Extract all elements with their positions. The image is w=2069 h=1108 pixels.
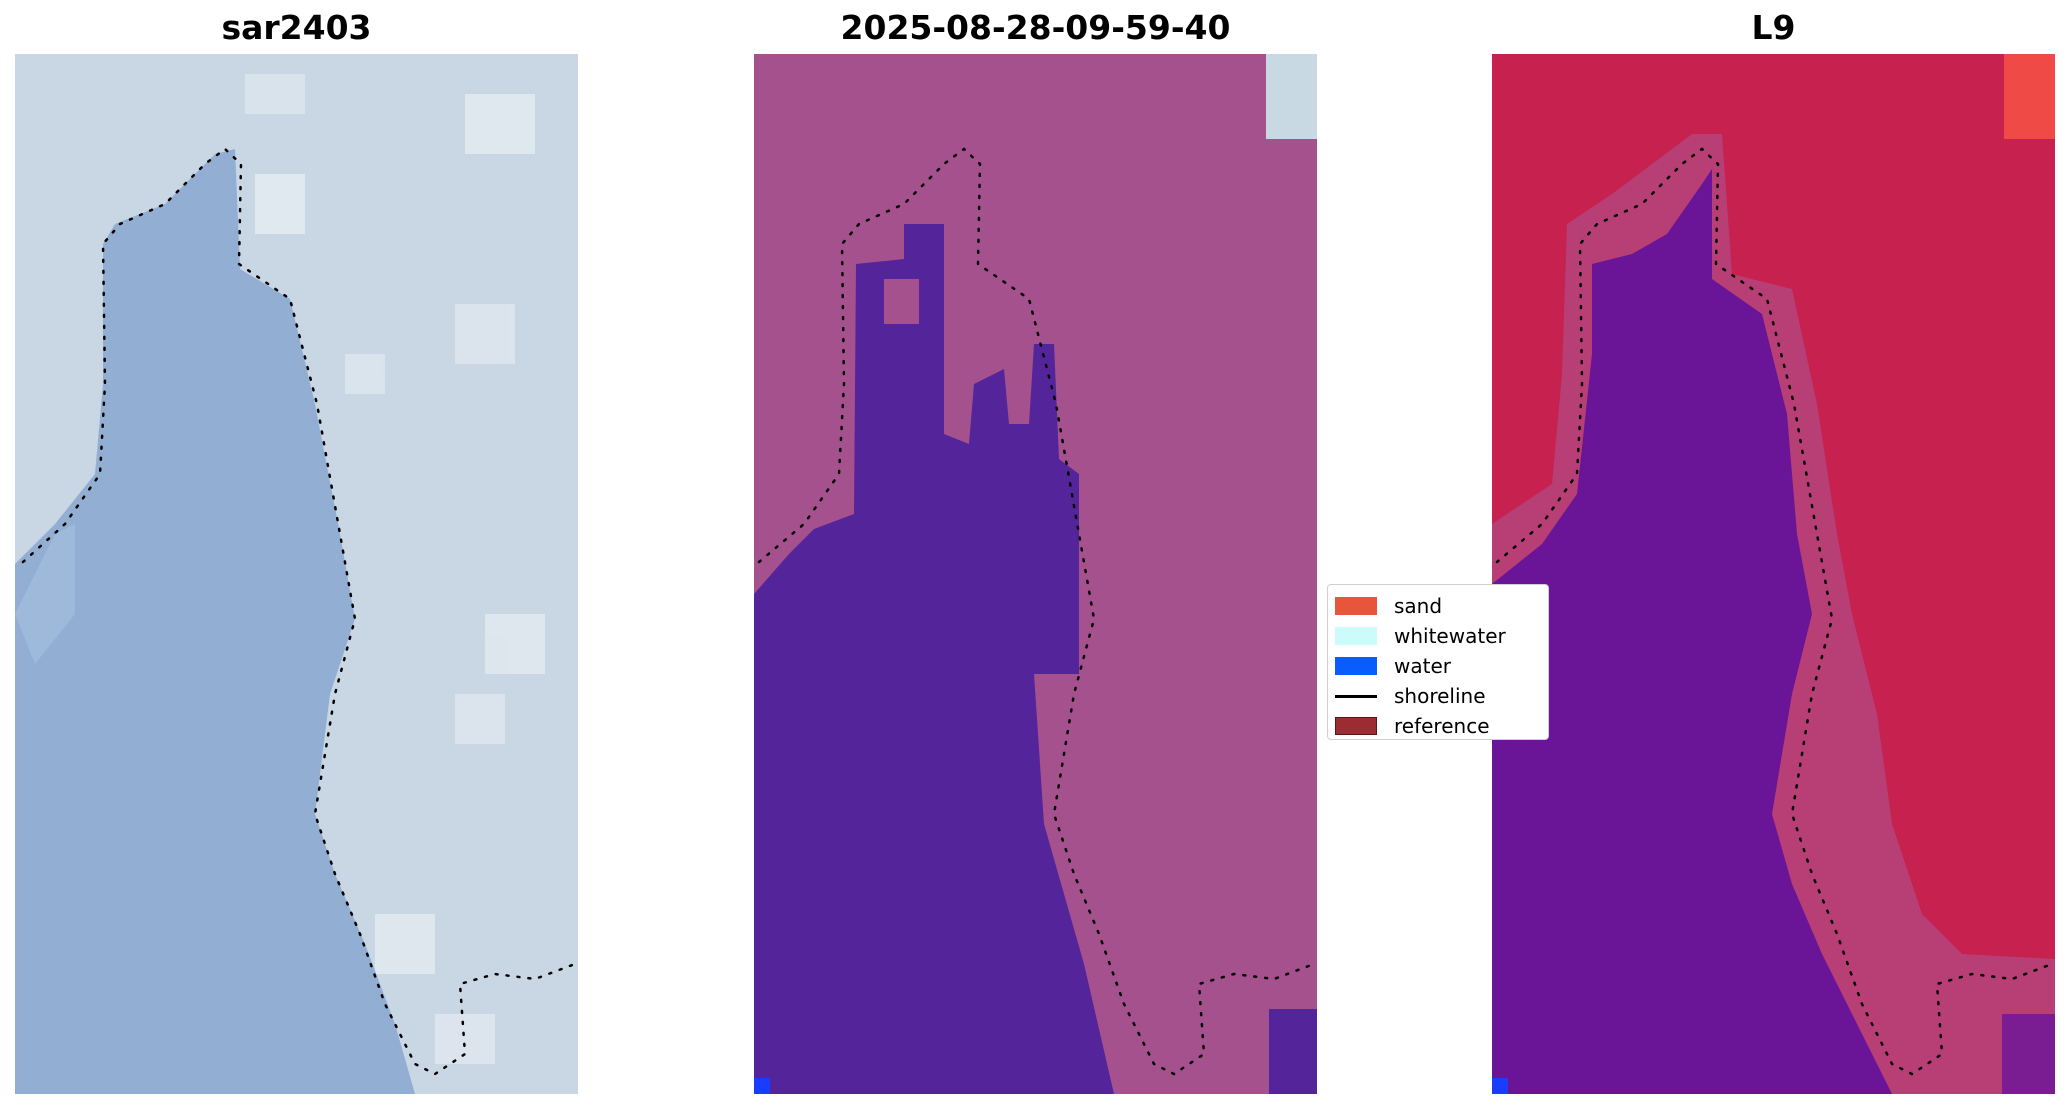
l9-image [1492,54,2055,1094]
panel-title-l9: L9 [1751,8,1796,47]
legend: sand whitewater water shoreline referenc… [1327,584,1549,740]
l9-bright-patch [2004,54,2055,139]
rgb-bright-patches [245,74,545,1064]
legend-label-water: water [1394,654,1451,678]
sand-swatch [1335,597,1377,615]
panel-title-rgb: sar2403 [221,8,372,47]
classified-whitewater-patch [1266,54,1317,139]
l9-water-area [1492,169,1892,1094]
panel-title-classified: 2025-08-28-09-59-40 [840,8,1231,47]
l9-water-corner [2002,1014,2055,1094]
shoreline-dots-rgb [21,147,577,1076]
rgb-image-panel [15,54,578,1094]
l9-image-panel [1492,54,2055,1094]
reference-swatch [1335,717,1377,735]
classified-water-corner [1269,1009,1317,1094]
classified-land-islet [884,279,919,324]
whitewater-swatch [1335,627,1377,645]
legend-label-reference: reference [1394,714,1490,738]
legend-label-shoreline: shoreline [1394,684,1486,708]
rgb-shallow-water [15,524,75,664]
rgb-water-area [15,149,415,1094]
legend-label-sand: sand [1394,594,1443,618]
rgb-image [15,54,578,1094]
shoreline-line-icon [1335,695,1377,698]
legend-label-whitewater: whitewater [1394,624,1506,648]
classified-water-area [754,224,1114,1094]
corner-marker-l9 [1492,1078,1508,1094]
classified-image-panel [754,54,1317,1094]
water-swatch [1335,657,1377,675]
classified-image [754,54,1317,1094]
corner-marker-classified [754,1078,770,1094]
